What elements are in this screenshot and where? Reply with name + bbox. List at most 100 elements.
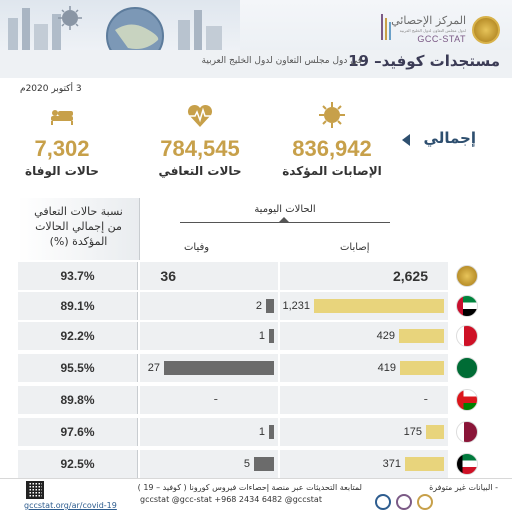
deaths-bar — [266, 299, 274, 313]
deaths-na: - — [213, 392, 218, 406]
gcc-stat-logo: المركز الإحصائي لدول مجلس التعاون لدول ا… — [364, 6, 504, 48]
deaths-value: 1 — [258, 426, 265, 438]
deaths-value: 5 — [243, 458, 250, 470]
recovery-ratio-cell: 95.5% — [18, 354, 138, 382]
recovery-ratio-header-line1: نسبة حالات التعافي — [34, 205, 123, 218]
daily-header-pointer-icon — [279, 217, 289, 222]
deaths-stat: 7,302 حالات الوفاة — [2, 100, 122, 178]
cases-value: 2,625 — [392, 268, 428, 284]
cases-column-header: إصابات — [340, 242, 370, 253]
recovery-ratio-cell: 89.1% — [18, 292, 138, 320]
header-banner: المركز الإحصائي لدول مجلس التعاون لدول ا… — [0, 0, 512, 78]
cases-bar — [314, 299, 444, 313]
deaths-total: 7,302 — [34, 136, 90, 161]
deaths-value: 36 — [160, 268, 176, 284]
cases-value: 429 — [376, 330, 395, 342]
summary-label: إجمالي — [423, 129, 476, 147]
gcc-seal-icon — [456, 265, 478, 287]
cases-value: 1,231 — [282, 300, 310, 312]
footer-na-note: - البيانات غير متوفرة — [429, 483, 498, 492]
page-subtitle: في دول مجلس التعاون لدول الخليج العربية — [201, 56, 362, 66]
cases-bar — [399, 329, 444, 343]
saudi-flag-icon — [456, 357, 478, 379]
daily-header-divider — [180, 222, 390, 223]
cases-bar — [405, 457, 444, 471]
deaths-cell: 27 — [140, 354, 278, 382]
cases-cell: - — [280, 386, 448, 414]
footer-social-handles[interactable]: gccstat @gcc-stat +968 2434 6482 @gccsta… — [140, 495, 322, 504]
footer: لمتابعة التحديثات عبر منصة إحصاءات فيروس… — [0, 478, 512, 512]
cases-cell: 371 — [280, 450, 448, 478]
deaths-value: 2 — [255, 300, 262, 312]
recovery-ratio-cell: 97.6% — [18, 418, 138, 446]
deaths-column-header: وفيات — [184, 242, 210, 253]
partner-logos-icon — [375, 494, 433, 510]
cases-cell: 2,625 — [280, 262, 448, 290]
patient-bed-icon — [51, 110, 73, 125]
logo-subtitle: لدول مجلس التعاون لدول الخليج العربية — [399, 28, 466, 33]
qatar-flag-icon — [456, 421, 478, 443]
cases-bar — [426, 425, 444, 439]
title-band — [0, 50, 512, 78]
deaths-bar — [269, 329, 274, 343]
recovered-label: حالات التعافي — [158, 164, 242, 178]
table-row: 95.5% 27 419 — [18, 354, 488, 382]
kuwait-flag-icon — [456, 453, 478, 475]
qr-code-icon[interactable] — [26, 481, 44, 499]
deaths-value: 27 — [147, 362, 160, 374]
table-row: 92.5% 5 371 — [18, 450, 488, 478]
recovery-ratio-header-line3: المؤكدة (%) — [49, 235, 108, 248]
daily-cases-header: الحالات اليومية — [254, 204, 316, 215]
recovered-total: 784,545 — [160, 136, 240, 161]
deaths-cell: 36 — [140, 262, 278, 290]
table-row: 89.8% - - — [18, 386, 488, 414]
deaths-bar — [164, 361, 274, 375]
deaths-bar — [269, 425, 274, 439]
bahrain-flag-icon — [456, 325, 478, 347]
gcc-seal-icon — [472, 16, 500, 44]
cases-value: 175 — [403, 426, 422, 438]
table-row: 89.1% 2 1,231 — [18, 292, 488, 320]
confirmed-total: 836,942 — [292, 136, 372, 161]
gcc-stat-logo-mark-icon — [381, 14, 391, 40]
confirmed-label: الإصابات المؤكدة — [282, 164, 382, 178]
footer-url-link[interactable]: gccstat.org/ar/covid-19 — [24, 501, 117, 510]
cases-bar — [400, 361, 444, 375]
uae-flag-icon — [456, 295, 478, 317]
cases-cell: 1,231 — [280, 292, 448, 320]
heartbeat-icon — [187, 104, 213, 127]
deaths-cell: 5 — [140, 450, 278, 478]
recovery-ratio-cell: 89.8% — [18, 386, 138, 414]
deaths-label: حالات الوفاة — [25, 164, 99, 178]
skyline-globe-illustration — [0, 0, 240, 70]
page-title: مستجدات كوفيد– 19 — [348, 52, 500, 70]
deaths-value: 1 — [258, 330, 265, 342]
oman-flag-icon — [456, 389, 478, 411]
table-row: 97.6% 1 175 — [18, 418, 488, 446]
confirmed-stat: 836,942 الإصابات المؤكدة — [272, 100, 392, 178]
report-date: 3 أكتوبر 2020م — [20, 84, 82, 94]
logo-arabic-text: المركز الإحصائي — [391, 14, 466, 27]
logo-english-text: GCC-STAT — [417, 34, 466, 44]
recovery-ratio-cell: 93.7% — [18, 262, 138, 290]
deaths-cell: 1 — [140, 418, 278, 446]
cases-value: 371 — [382, 458, 401, 470]
deaths-cell: 1 — [140, 322, 278, 350]
deaths-cell: - — [140, 386, 278, 414]
cases-cell: 429 — [280, 322, 448, 350]
recovered-stat: 784,545 حالات التعافي — [140, 100, 260, 178]
virus-icon — [319, 102, 345, 128]
recovery-ratio-cell: 92.2% — [18, 322, 138, 350]
cases-cell: 175 — [280, 418, 448, 446]
summary-arrow-icon — [402, 134, 410, 146]
footer-follow-text: لمتابعة التحديثات عبر منصة إحصاءات فيروس… — [137, 483, 362, 492]
cases-na: - — [423, 392, 428, 406]
cases-value: 419 — [377, 362, 396, 374]
recovery-ratio-cell: 92.5% — [18, 450, 138, 478]
recovery-ratio-header-line2: من إجمالي الحالات — [35, 220, 122, 233]
deaths-bar — [254, 457, 274, 471]
deaths-cell: 2 — [140, 292, 278, 320]
recovery-ratio-header: نسبة حالات التعافي من إجمالي الحالات الم… — [18, 198, 140, 260]
table-row: 92.2% 1 429 — [18, 322, 488, 350]
table-row: 93.7% 36 2,625 — [18, 262, 488, 290]
